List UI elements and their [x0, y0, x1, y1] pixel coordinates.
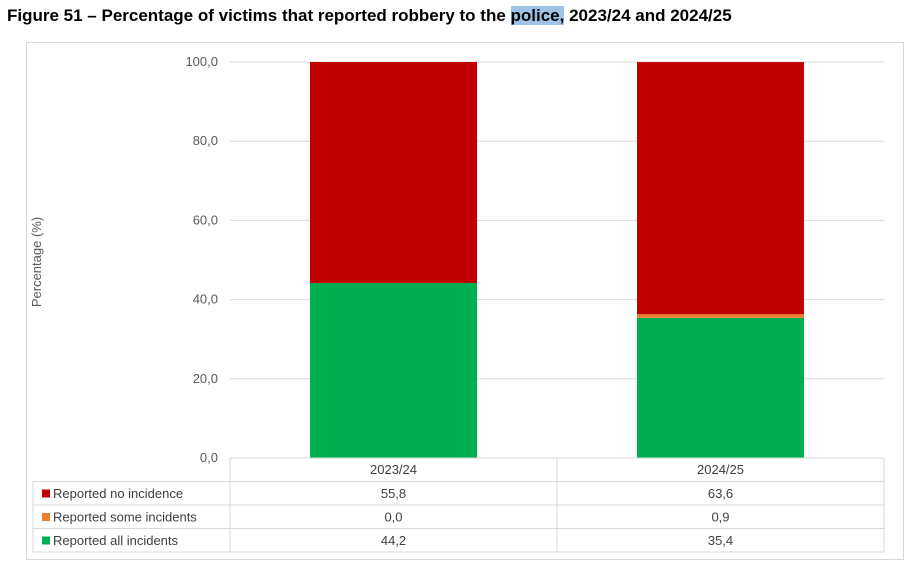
bars [310, 62, 804, 458]
bar-segment [637, 62, 804, 315]
legend-swatch [42, 489, 50, 498]
data-label: 55,8 [381, 486, 406, 501]
data-label: 44,2 [381, 533, 406, 548]
y-tick-label: 20,0 [193, 371, 218, 386]
data-label: 63,6 [708, 486, 733, 501]
figure-title: Figure 51 – Percentage of victims that r… [7, 6, 732, 26]
chart-area: 0,0 20,0 40,0 60,0 80,0 100,0 Percentage (%) … [26, 42, 904, 560]
data-label: 35,4 [708, 533, 733, 548]
figure-title-highlight: police, [510, 6, 565, 25]
data-table: 2023/24 2024/25 Reported no incidence 55,8 6… [32, 457, 885, 553]
x-tick-label: 2024/25 [697, 462, 744, 477]
y-tick-label: 40,0 [193, 292, 218, 307]
y-axis-ticks: 0,0 20,0 40,0 60,0 80,0 100,0 [185, 54, 218, 465]
y-axis-label: Percentage (%) [29, 217, 44, 307]
legend-swatch [42, 513, 50, 521]
data-label: 0,9 [711, 510, 729, 525]
x-tick-label: 2023/24 [370, 462, 417, 477]
legend-label: Reported some incidents [53, 510, 197, 525]
bar-segment [310, 62, 477, 283]
legend-label: Reported all incidents [53, 533, 179, 548]
legend-swatch [42, 536, 50, 545]
bar-segment [310, 282, 477, 458]
figure-title-prefix: Figure 51 – Percentage of victims that r… [7, 6, 511, 25]
y-tick-label: 0,0 [200, 450, 218, 465]
y-tick-label: 100,0 [185, 54, 218, 69]
legend-label: Reported no incidence [53, 486, 183, 501]
bar-segment [637, 317, 804, 458]
data-label: 0,0 [384, 510, 402, 525]
figure-title-suffix: 2023/24 and 2024/25 [564, 6, 732, 25]
bar-segment [637, 314, 804, 318]
y-tick-label: 60,0 [193, 212, 218, 227]
y-tick-label: 80,0 [193, 133, 218, 148]
